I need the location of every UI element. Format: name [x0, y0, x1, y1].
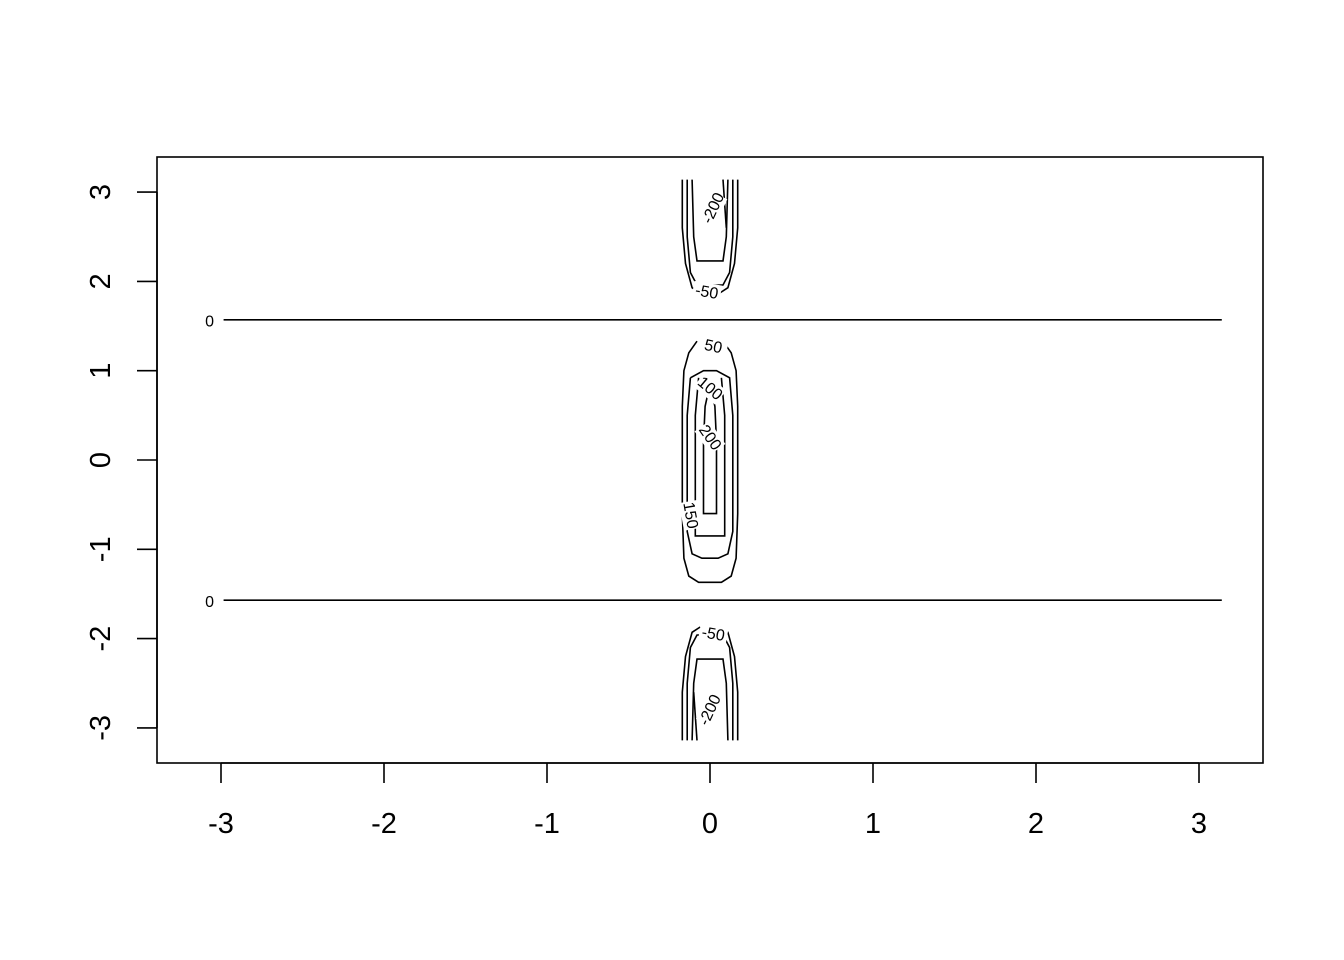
contour-label-bg: [679, 500, 702, 531]
y-tick-label: -3: [85, 715, 117, 741]
contour-line: [681, 340, 739, 584]
y-tick-label: 0: [85, 452, 117, 468]
contour-lines: [198, 179, 1222, 741]
x-tick-label: 2: [1028, 808, 1044, 840]
contour-label: 0: [205, 314, 214, 331]
y-tick-label: 2: [85, 273, 117, 289]
contour-line: [694, 377, 726, 537]
contour-line: [702, 383, 718, 515]
contour-label-bg: [699, 191, 728, 225]
contour-label-bg: [691, 280, 723, 304]
contour-label: -200: [699, 190, 728, 226]
contour-label-bg: [697, 622, 729, 646]
contour-label-bg: [195, 592, 224, 611]
x-axis: -3 -2 -1 0 1 2 3: [208, 762, 1207, 840]
contour-label-bg: [693, 372, 727, 405]
x-tick-label: 3: [1191, 808, 1207, 840]
y-tick-label: 3: [85, 184, 117, 200]
contour-label-bg: [195, 312, 224, 331]
y-tick-label: -2: [85, 626, 117, 652]
contour-label: -50: [700, 624, 726, 645]
x-tick-label: -2: [371, 808, 397, 840]
contour-label: 200: [695, 422, 724, 454]
contour-line: [686, 369, 734, 560]
x-tick-label: 0: [702, 808, 718, 840]
contour-line: [692, 692, 698, 741]
contour-label: 150: [679, 501, 700, 530]
contour-label: 50: [703, 337, 724, 357]
contour-label-bg: [697, 334, 729, 359]
contour-line: [681, 179, 701, 294]
y-tick-label: 1: [85, 363, 117, 379]
x-tick-label: -1: [534, 808, 560, 840]
x-tick-label: -3: [208, 808, 234, 840]
contour-line: [681, 626, 701, 741]
plot-frame: [156, 156, 1264, 764]
y-tick-label: -1: [85, 536, 117, 562]
contour-label: -50: [694, 282, 720, 303]
contour-label: 0: [205, 594, 214, 611]
contour-label-bg: [694, 421, 726, 455]
x-tick-label: 1: [865, 808, 881, 840]
contour-label: -200: [696, 692, 725, 728]
y-axis: -3 -2 -1 0 1 2 3: [85, 184, 158, 741]
contour-label-bg: [695, 693, 725, 727]
contour-line: [719, 179, 739, 294]
